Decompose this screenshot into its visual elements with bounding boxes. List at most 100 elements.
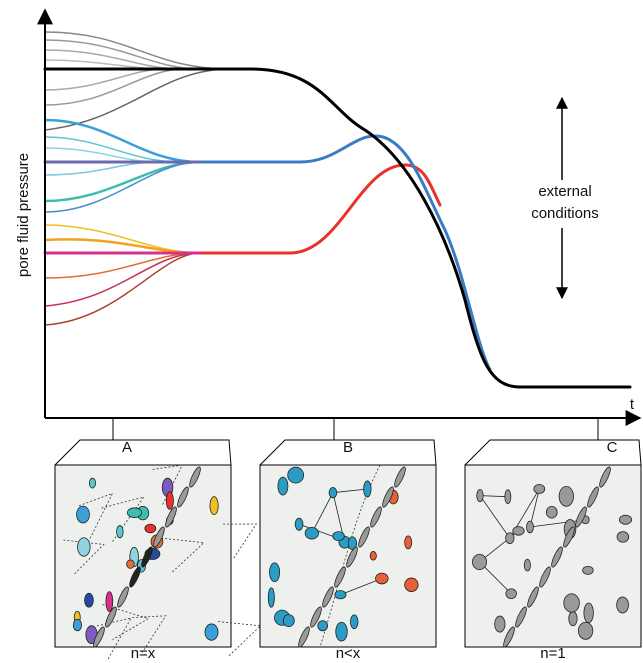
fault-segment	[322, 586, 334, 608]
curve	[44, 136, 181, 163]
panel-bracket	[259, 439, 437, 466]
reservoir	[563, 593, 580, 613]
reservoir	[494, 615, 506, 633]
reservoir	[88, 477, 97, 489]
reservoir	[619, 514, 632, 525]
fault-segment	[358, 526, 370, 548]
reservoir	[512, 526, 525, 536]
reservoir	[332, 531, 345, 542]
annotation-line: external	[538, 183, 591, 200]
curve	[44, 252, 201, 326]
reservoir	[526, 520, 534, 534]
fault-segment	[394, 466, 406, 488]
reservoir	[267, 587, 275, 608]
curve	[43, 67, 632, 389]
fault-segment	[189, 466, 201, 488]
reservoir	[72, 618, 82, 632]
panel-caption: n<x	[336, 645, 361, 662]
fault-segment	[382, 486, 394, 508]
reservoir	[583, 602, 594, 624]
curve	[43, 118, 202, 164]
panel-bracket	[54, 439, 232, 466]
reservoir	[294, 517, 304, 531]
reservoir	[558, 485, 574, 507]
fault-segment	[177, 486, 189, 508]
panel-box	[54, 464, 232, 648]
reservoir	[77, 537, 91, 557]
curves	[43, 31, 632, 389]
panel: Bn<x	[259, 418, 437, 662]
reservoir	[282, 614, 295, 628]
curve	[198, 134, 492, 372]
panel-caption: n=x	[131, 645, 156, 662]
reservoir	[335, 621, 348, 642]
cell-boundary	[132, 615, 167, 653]
curve	[44, 161, 161, 176]
panel-label: C	[607, 439, 618, 456]
reservoir	[328, 487, 338, 499]
fault-segment	[334, 566, 346, 588]
reservoir	[616, 531, 630, 543]
reservoir	[287, 466, 305, 484]
curve	[44, 31, 231, 70]
reservoir	[350, 614, 359, 630]
fault-segment	[599, 466, 611, 488]
fault-segment	[370, 506, 382, 528]
fault-segment	[551, 546, 563, 568]
fault-segment	[153, 526, 165, 548]
fault-segment	[515, 606, 527, 628]
network-link	[332, 488, 368, 494]
reservoir	[577, 621, 594, 640]
reservoir	[84, 592, 94, 608]
fault-segment	[105, 606, 117, 628]
reservoir	[369, 551, 377, 561]
curve	[44, 252, 201, 307]
reservoir	[545, 505, 558, 519]
reservoir	[533, 483, 546, 494]
reservoir	[334, 590, 347, 600]
panels: An=xBn<xCn=1	[54, 418, 642, 662]
fault-segment	[503, 626, 515, 648]
reservoir	[582, 565, 594, 575]
reservoir	[505, 532, 515, 545]
fault-segment	[346, 546, 358, 568]
cell-boundary	[218, 621, 262, 657]
curve	[44, 68, 166, 91]
curve	[198, 163, 442, 255]
reservoir	[277, 476, 289, 496]
network-link	[340, 578, 382, 596]
panel: Cn=1	[464, 418, 642, 662]
curve	[43, 160, 202, 203]
panel-caption: n=1	[540, 645, 565, 662]
reservoir	[504, 489, 512, 505]
reservoir	[568, 611, 578, 627]
reservoir	[116, 525, 124, 539]
cell-boundary	[223, 523, 258, 560]
annotation-line: conditions	[531, 205, 599, 222]
x-axis-label: t	[630, 396, 635, 413]
network-link	[529, 488, 540, 528]
reservoir	[126, 507, 143, 518]
fault-segment	[165, 506, 177, 528]
reservoir	[209, 496, 219, 516]
cell-boundary	[63, 539, 105, 576]
reservoir	[404, 535, 413, 550]
fault-segment	[298, 626, 310, 648]
curve	[44, 68, 231, 131]
fault-segment	[563, 526, 575, 548]
fault-segment	[310, 606, 322, 628]
panel-box	[464, 464, 642, 648]
y-axis-label: pore fluid pressure	[15, 153, 32, 277]
reservoir	[105, 591, 114, 612]
reservoir	[126, 559, 135, 569]
fault-segment	[93, 626, 105, 648]
reservoir	[375, 572, 389, 585]
network-link	[479, 495, 511, 539]
fault-segment	[527, 586, 539, 608]
cell-boundary	[161, 537, 205, 574]
panel: An=x	[54, 418, 262, 662]
fault-segment	[539, 566, 551, 588]
reservoir	[363, 480, 372, 498]
reservoir	[204, 623, 219, 641]
